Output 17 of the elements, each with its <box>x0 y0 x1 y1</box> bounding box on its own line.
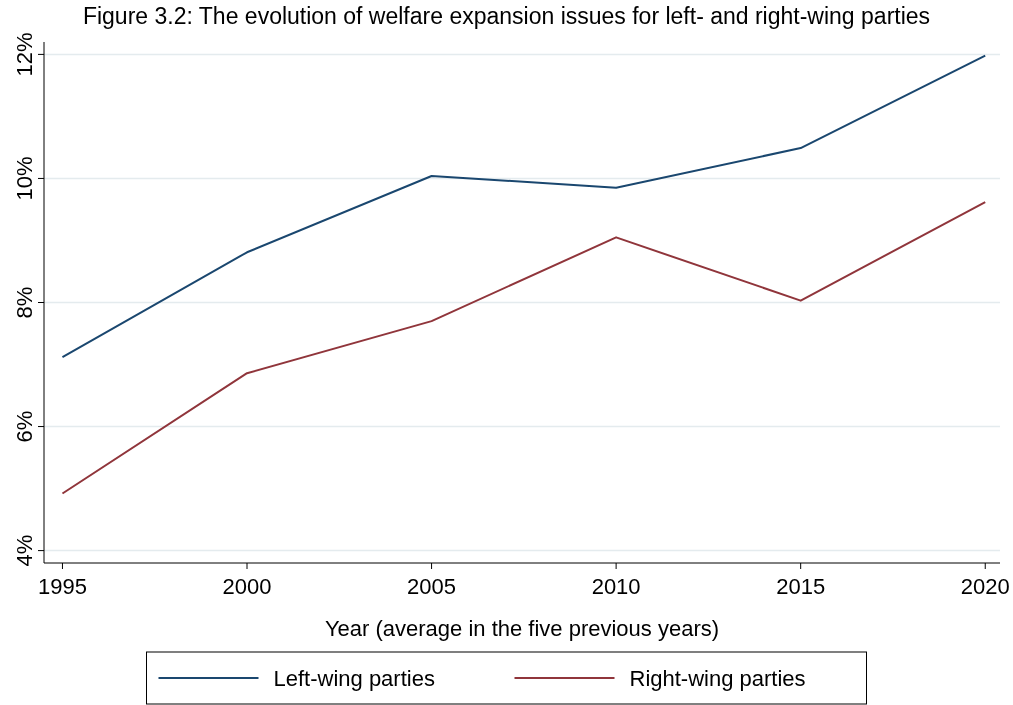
x-tick-label: 2020 <box>960 574 1010 599</box>
legend-label: Left-wing parties <box>273 666 435 691</box>
x-axis-title: Year (average in the five previous years) <box>324 616 720 641</box>
line-series <box>61 201 987 495</box>
y-tick-label: 6% <box>12 410 37 443</box>
line-series <box>61 54 987 359</box>
x-tick-label: 2000 <box>222 574 272 599</box>
legend-label: Right-wing parties <box>629 666 806 691</box>
x-tick-label: 2010 <box>591 574 641 599</box>
y-tick-label: 12% <box>12 32 37 77</box>
y-tick-label: 4% <box>12 534 37 567</box>
x-tick-label: 2015 <box>776 574 826 599</box>
y-tick-label: 10% <box>12 156 37 201</box>
chart-title: Figure 3.2: The evolution of welfare expansion issues for left- and right-wing parties <box>82 3 931 29</box>
x-tick-label: 1995 <box>37 574 87 599</box>
x-tick-label: 2005 <box>407 574 457 599</box>
y-tick-label: 8% <box>12 286 37 319</box>
